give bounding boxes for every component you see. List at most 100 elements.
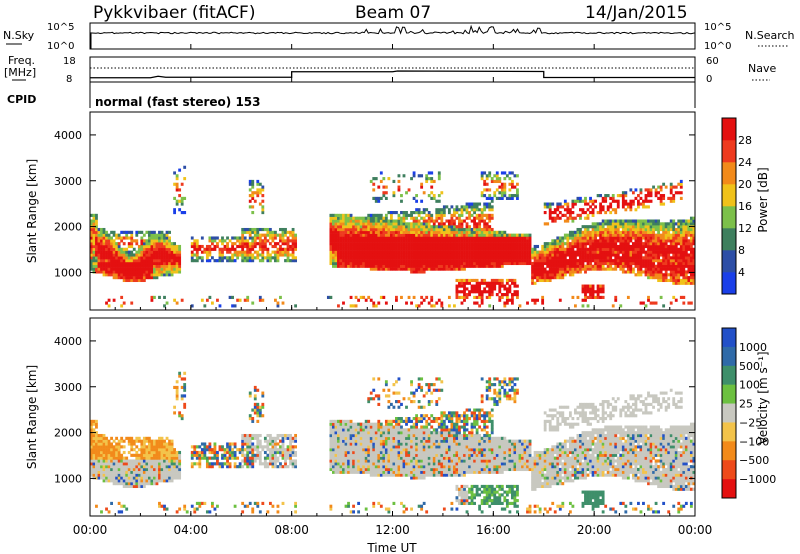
power-cell	[354, 225, 358, 229]
power-cell	[425, 233, 429, 237]
velocity-cell	[145, 462, 149, 466]
power-cell	[354, 253, 358, 257]
power-cell	[435, 259, 439, 263]
power-cell	[442, 227, 446, 232]
velocity-cell	[213, 450, 217, 455]
power-cell	[616, 244, 620, 249]
power-cell	[334, 264, 338, 268]
power-cell	[652, 185, 655, 189]
power-cell	[117, 242, 121, 246]
power-cell	[430, 216, 434, 220]
power-cell	[596, 287, 600, 291]
power-cell	[485, 188, 489, 192]
velocity-cell	[155, 465, 159, 469]
velocity-cell	[140, 459, 144, 463]
power-cell	[523, 236, 527, 240]
power-cell	[659, 225, 663, 229]
power-cell	[639, 247, 643, 251]
power-cell	[268, 242, 272, 246]
velocity-cell	[100, 476, 103, 480]
power-cell	[677, 182, 681, 186]
velocity-cell	[112, 445, 116, 449]
power-cell	[473, 261, 476, 266]
power-cell	[659, 188, 663, 192]
power-cell	[674, 227, 678, 232]
velocity-cell	[153, 439, 156, 443]
power-cell	[493, 287, 497, 291]
velocity-cell	[218, 462, 222, 466]
power-cell	[523, 233, 527, 237]
power-cell	[571, 267, 575, 271]
power-cell	[158, 259, 161, 263]
velocity-cell	[107, 510, 111, 514]
power-cell	[125, 273, 129, 277]
power-cell	[546, 253, 550, 257]
power-cell	[611, 230, 615, 234]
power-cell	[599, 236, 603, 240]
velocity-cell	[130, 445, 134, 449]
power-cell	[503, 236, 507, 240]
power-cell	[193, 247, 197, 251]
power-cell	[538, 256, 542, 260]
velocity-cell	[90, 465, 93, 469]
power-cell	[286, 244, 290, 249]
velocity-cell	[208, 465, 212, 469]
velocity-cell	[105, 448, 108, 452]
power-cell	[420, 242, 424, 246]
power-cell	[647, 298, 650, 302]
power-cell	[349, 304, 353, 308]
power-cell	[674, 298, 678, 302]
power-cell	[266, 259, 270, 263]
power-cell	[679, 259, 683, 263]
power-cell	[571, 253, 575, 257]
power-cell	[150, 276, 154, 280]
power-cell	[112, 250, 116, 254]
velocity-cell	[246, 433, 250, 438]
power-cell	[243, 298, 247, 302]
power-cell	[271, 230, 275, 234]
power-cell	[440, 250, 444, 254]
power-cell	[158, 295, 161, 299]
power-cell	[566, 202, 570, 206]
velocity-cell	[117, 476, 121, 480]
power-cell	[596, 295, 600, 299]
power-cell	[659, 253, 663, 257]
power-cell	[687, 247, 691, 251]
power-cell	[110, 253, 113, 257]
power-cell	[337, 244, 340, 249]
power-cell	[689, 301, 693, 305]
power-cell	[510, 179, 514, 184]
power-cell	[591, 236, 595, 240]
power-cell	[513, 259, 517, 263]
power-cell	[463, 261, 466, 266]
velocity-cell	[236, 456, 240, 460]
velocity-cell	[150, 453, 154, 457]
power-cell	[347, 250, 350, 254]
power-cell	[591, 244, 595, 249]
power-cell	[664, 236, 668, 240]
power-cell	[384, 227, 388, 232]
power-cell	[639, 264, 643, 268]
power-cell	[442, 242, 446, 246]
power-cell	[160, 230, 164, 234]
power-cell	[599, 267, 603, 271]
power-cell	[357, 242, 361, 246]
power-cell	[178, 253, 182, 257]
power-cell	[558, 264, 562, 268]
power-cell	[389, 213, 393, 217]
velocity-cell	[173, 476, 177, 480]
power-cell	[198, 244, 202, 249]
power-cell	[165, 270, 169, 274]
power-cell	[251, 191, 255, 195]
power-cell	[130, 267, 134, 271]
power-cell	[563, 219, 567, 223]
velocity-cell	[243, 436, 247, 440]
power-cell	[490, 247, 494, 251]
power-cell	[160, 250, 164, 254]
power-cell	[662, 202, 666, 206]
power-cell	[369, 222, 373, 226]
power-cell	[468, 216, 471, 220]
power-cell	[400, 230, 403, 234]
power-cell	[563, 264, 567, 268]
power-cell	[505, 290, 509, 294]
